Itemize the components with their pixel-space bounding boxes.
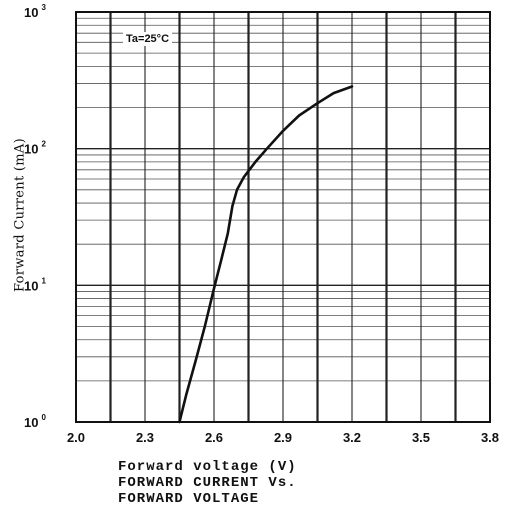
plot-frame [75,11,491,423]
x-tick-label: 3.2 [343,430,361,445]
y-tick-label: 10 3 [24,3,46,20]
x-tick-label: 3.8 [481,430,499,445]
caption-line-2: FORWARD VOLTAGE [118,491,260,507]
temperature-annotation: Ta=25°C [123,32,173,46]
y-axis-label: Forward Current (mA) [12,138,28,292]
x-tick-label: 2.3 [136,430,154,445]
caption-line-1: FORWARD CURRENT Vs. [118,475,297,491]
y-tick-label: 10 2 [24,140,46,157]
x-tick-label: 2.6 [205,430,223,445]
x-tick-label: 2.0 [67,430,85,445]
forward-current-curve [178,85,354,424]
x-tick-label: 2.9 [274,430,292,445]
chart-caption: Forward voltage (V) FORWARD CURRENT Vs. … [118,459,297,507]
x-tick-label: 3.5 [412,430,430,445]
y-tick-label: 10 1 [24,276,46,293]
x-axis-label: Forward voltage (V) [118,459,297,475]
y-tick-label: 10 0 [24,413,46,430]
